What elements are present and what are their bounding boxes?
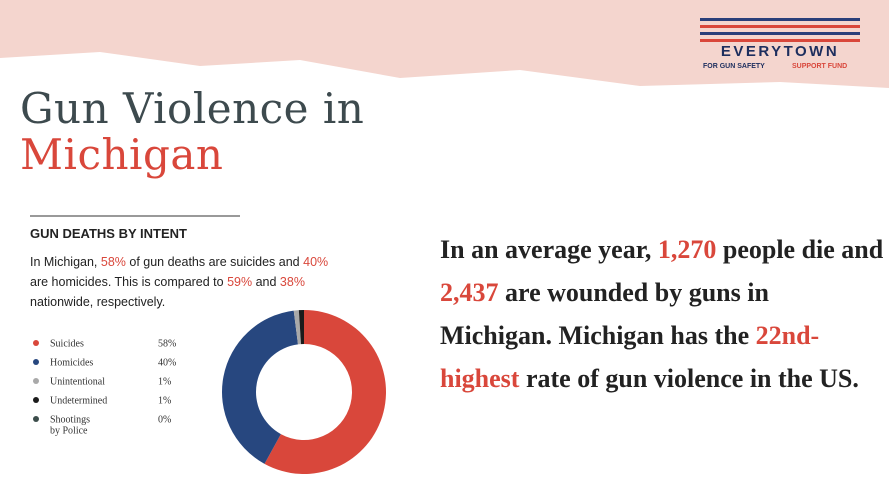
legend-value: 1% (158, 396, 171, 407)
text: nationwide, respectively. (30, 295, 166, 309)
legend-label: Homicides (50, 358, 93, 369)
text: of gun deaths are suicides and (125, 255, 304, 269)
text: are wounded by guns in Michigan. Michiga… (440, 278, 769, 350)
legend-value: 0% (158, 415, 171, 426)
title-line: Gun Violence in (20, 84, 365, 133)
highlight: 2,437 (440, 278, 499, 307)
legend-value: 40% (158, 358, 176, 369)
legend-dot (33, 378, 39, 384)
legend-dot (33, 397, 39, 403)
legend-dot (33, 340, 39, 346)
highlight: 40% (303, 255, 329, 269)
legend-label: Shootings by Police (50, 415, 90, 437)
text: In Michigan, (30, 255, 101, 269)
highlight: 59% (227, 275, 253, 289)
highlight: 38% (279, 275, 305, 289)
donut-segment (298, 310, 304, 345)
text: are homicides. This is compared to (30, 275, 228, 289)
logo-name: EVERYTOWN (721, 43, 839, 60)
highlight: 58% (100, 255, 126, 269)
legend-label: Unintentional (50, 377, 105, 388)
description: In Michigan, 58% of gun deaths are suici… (30, 252, 348, 312)
logo-stripes (700, 18, 860, 42)
legend-value: 58% (158, 339, 176, 350)
title-line: Michigan (20, 130, 224, 179)
text: and (252, 275, 280, 289)
logo-left: FOR GUN SAFETY (703, 63, 765, 70)
banner (0, 0, 889, 88)
donut-segment (222, 310, 298, 464)
text: In an average year, (440, 235, 658, 264)
legend-label: Suicides (50, 339, 84, 350)
highlight: 1,270 (657, 235, 717, 264)
text: people die and (716, 235, 884, 264)
logo-right: SUPPORT FUND (792, 63, 847, 70)
legend-value: 1% (158, 377, 171, 388)
legend-dot (33, 416, 39, 422)
legend-label: Undetermined (50, 396, 107, 407)
donut-segment (264, 310, 386, 475)
text: rate of gun violence in the US. (519, 364, 859, 393)
legend-dot (33, 359, 39, 365)
donut-segment (293, 310, 301, 345)
highlight: 22nd-highest (440, 321, 820, 393)
statement: In an average year, 1,270 people die and… (440, 228, 885, 400)
chart-title: GUN DEATHS BY INTENT (30, 226, 187, 241)
